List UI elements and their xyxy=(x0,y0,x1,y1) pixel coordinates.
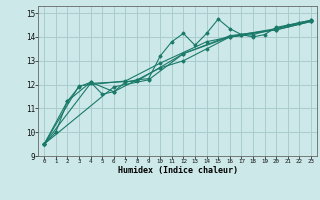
X-axis label: Humidex (Indice chaleur): Humidex (Indice chaleur) xyxy=(118,166,238,175)
